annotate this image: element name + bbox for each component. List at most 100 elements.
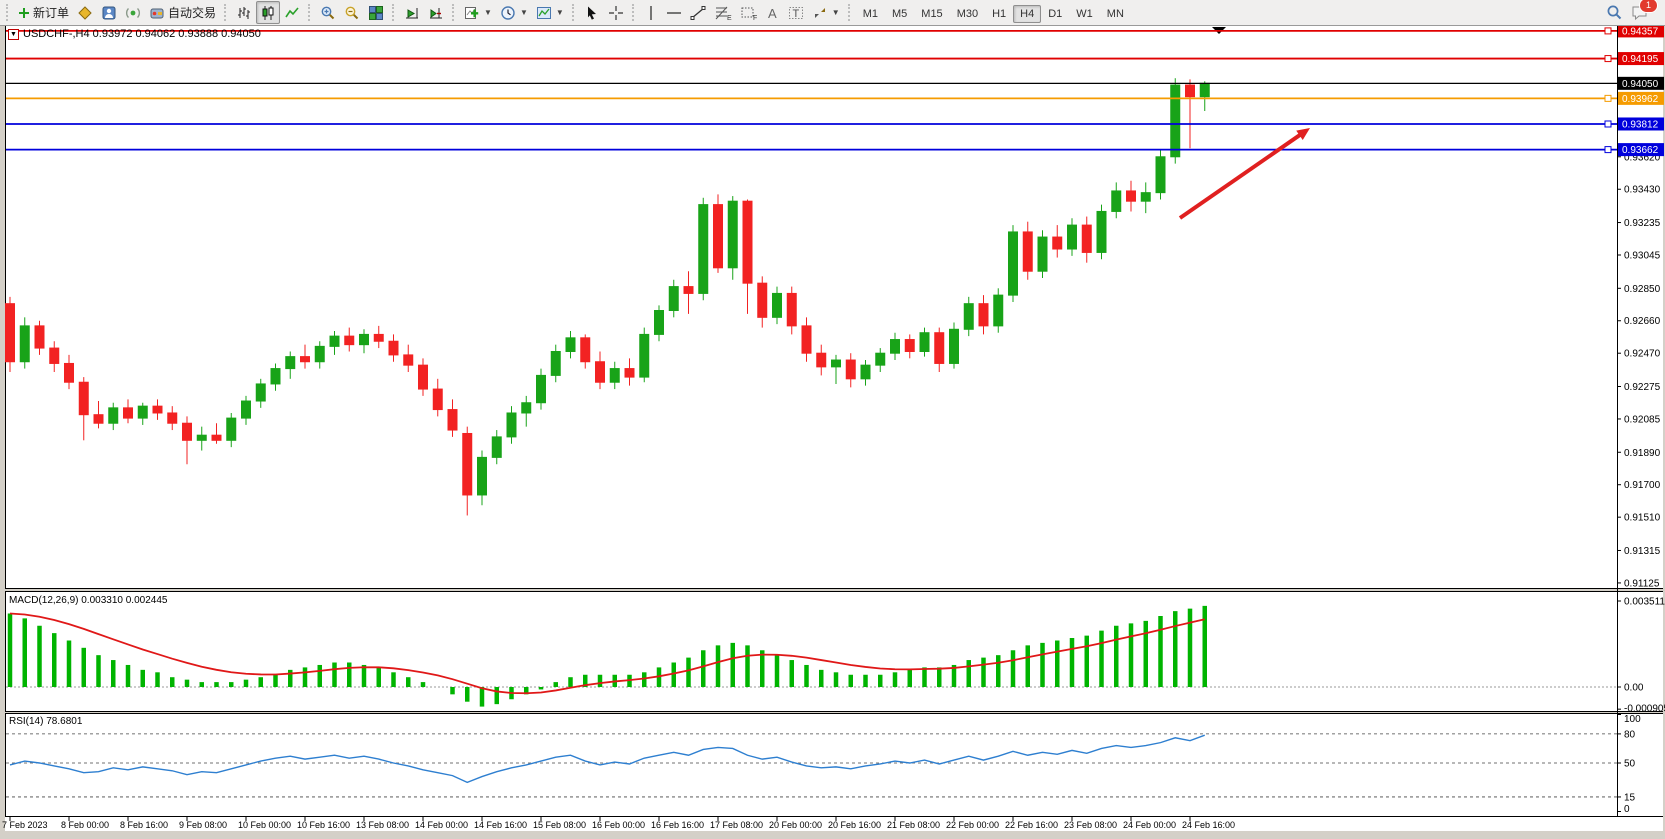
add-indicator-button[interactable]: ▼: [460, 1, 496, 24]
channel-button[interactable]: F: [736, 1, 762, 24]
level-price-label: [1618, 91, 1664, 105]
svg-text:80: 80: [1624, 729, 1636, 740]
chart-frame: [0, 25, 1665, 839]
trendline-icon: [690, 5, 706, 20]
svg-text:9 Feb 08:00: 9 Feb 08:00: [179, 820, 227, 830]
svg-text:22 Feb 16:00: 22 Feb 16:00: [1005, 820, 1058, 830]
timeframe-button-M30[interactable]: M30: [956, 7, 979, 20]
market-watch-button[interactable]: [73, 1, 97, 24]
svg-text:0.93812: 0.93812: [1622, 119, 1659, 130]
svg-text:7 Feb 2023: 7 Feb 2023: [2, 820, 48, 830]
vertical-line-button[interactable]: [640, 1, 662, 24]
chart-shift-button[interactable]: [424, 1, 448, 24]
periodicity-button[interactable]: ▼: [496, 1, 532, 24]
svg-text:0.94050: 0.94050: [1622, 79, 1659, 90]
horizontal-line-button[interactable]: [662, 1, 686, 24]
data-window-button[interactable]: [97, 1, 121, 24]
level-price-label: [1618, 52, 1664, 66]
svg-text:16 Feb 00:00: 16 Feb 00:00: [592, 820, 645, 830]
text-button[interactable]: A: [762, 1, 784, 24]
toolbar-grip: [224, 4, 228, 21]
cursor-icon: [587, 6, 596, 20]
auto-scroll-icon: [406, 7, 419, 18]
signal-button[interactable]: [121, 1, 145, 24]
svg-text:21 Feb 08:00: 21 Feb 08:00: [887, 820, 940, 830]
tile-windows-button[interactable]: [364, 1, 388, 24]
svg-text:100: 100: [1624, 714, 1641, 725]
search-button[interactable]: [1602, 1, 1627, 24]
toolbar-grip: [847, 4, 852, 21]
svg-text:0.92660: 0.92660: [1624, 316, 1661, 327]
periodicity-icon: [501, 5, 515, 20]
label-icon: T: [788, 6, 803, 20]
timeframe-button-MN[interactable]: MN: [1106, 7, 1124, 20]
line-handle: [1604, 146, 1612, 154]
chat-unread-badge: 1: [1639, 0, 1658, 13]
svg-text:0: 0: [1624, 804, 1630, 815]
crosshair-button[interactable]: [604, 1, 628, 24]
svg-text:E: E: [727, 15, 732, 21]
svg-text:0.93662: 0.93662: [1622, 145, 1659, 156]
svg-text:T: T: [792, 8, 799, 20]
new-order-button[interactable]: 新订单: [14, 1, 73, 24]
chat-button[interactable]: 1: [1627, 0, 1658, 24]
time-axis[interactable]: 7 Feb 2023 8 Feb 00:00 8 Feb 16:00 9 Feb 08…: [2, 816, 1235, 830]
timeframe-button-M5[interactable]: M5: [892, 7, 908, 20]
svg-text:0.94357: 0.94357: [1622, 26, 1659, 37]
zoom-out-button[interactable]: [340, 1, 364, 24]
symbol-marker-icon[interactable]: ▼: [8, 28, 19, 40]
bar-chart-button[interactable]: [232, 1, 256, 24]
toolbar-grip: [571, 4, 576, 21]
timeframe-button-W1[interactable]: W1: [1076, 7, 1093, 20]
timeframe-button-M1[interactable]: M1: [862, 7, 878, 20]
auto-trading-button[interactable]: 自动交易: [145, 1, 220, 24]
level-price-label: [1618, 76, 1664, 90]
auto-trading-label: 自动交易: [168, 6, 217, 20]
macd-panel: 0.003511 0.00 -0.000905: [6, 597, 1665, 715]
svg-text:15 Feb 08:00: 15 Feb 08:00: [533, 820, 586, 830]
cursor-button[interactable]: [580, 1, 604, 24]
crosshair-icon: [608, 5, 623, 20]
chevron-down-icon: ▼: [555, 8, 564, 17]
price-axis[interactable]: 0.93620 0.93430 0.93235 0.93045 0.92850 0.926…: [1617, 24, 1664, 589]
toolbar-grip: [631, 4, 636, 21]
svg-text:23 Feb 08:00: 23 Feb 08:00: [1064, 820, 1117, 830]
line-handle: [1604, 94, 1612, 102]
svg-text:20 Feb 16:00: 20 Feb 16:00: [828, 820, 881, 830]
timeframe-button-H4[interactable]: H4: [1013, 4, 1042, 23]
svg-text:A: A: [768, 6, 777, 21]
trendline-button[interactable]: [686, 1, 710, 24]
level-price-label: [1618, 117, 1664, 131]
svg-text:0.91510: 0.91510: [1624, 513, 1661, 524]
new-order-label: 新订单: [33, 6, 70, 20]
svg-text:0.92470: 0.92470: [1624, 349, 1661, 360]
toolbar: 新订单 自动交易 ▼ ▼: [0, 0, 1665, 26]
svg-text:16 Feb 16:00: 16 Feb 16:00: [651, 820, 704, 830]
svg-text:24 Feb 16:00: 24 Feb 16:00: [1182, 820, 1235, 830]
timeframe-button-H1[interactable]: H1: [992, 7, 1007, 20]
line-handle: [1604, 55, 1612, 63]
new-order-plus-icon: [19, 7, 29, 18]
label-button[interactable]: T: [784, 1, 808, 24]
auto-scroll-button[interactable]: [400, 1, 424, 24]
line-chart-button[interactable]: [280, 1, 304, 24]
toolbar-grip: [6, 4, 10, 21]
level-lines[interactable]: [6, 27, 1617, 154]
svg-text:15: 15: [1624, 792, 1636, 803]
text-icon: A: [768, 6, 777, 21]
arrow-tools-icon: [814, 7, 825, 18]
timeframe-button-M15[interactable]: M15: [921, 7, 943, 20]
svg-text:8 Feb 00:00: 8 Feb 00:00: [61, 820, 109, 830]
trend-arrow[interactable]: [1178, 128, 1310, 220]
timeframe-button-D1[interactable]: D1: [1048, 7, 1063, 20]
svg-text:0.91125: 0.91125: [1624, 578, 1660, 589]
fibonacci-button[interactable]: E: [710, 1, 736, 24]
template-button[interactable]: ▼: [532, 1, 568, 24]
chevron-down-icon: ▼: [519, 8, 528, 17]
candlestick-chart-button[interactable]: [256, 1, 281, 24]
arrow-tools-button[interactable]: ▼: [808, 1, 844, 24]
zoom-in-button[interactable]: [316, 1, 340, 24]
market-watch-icon: [78, 5, 92, 20]
template-icon: [536, 6, 551, 19]
